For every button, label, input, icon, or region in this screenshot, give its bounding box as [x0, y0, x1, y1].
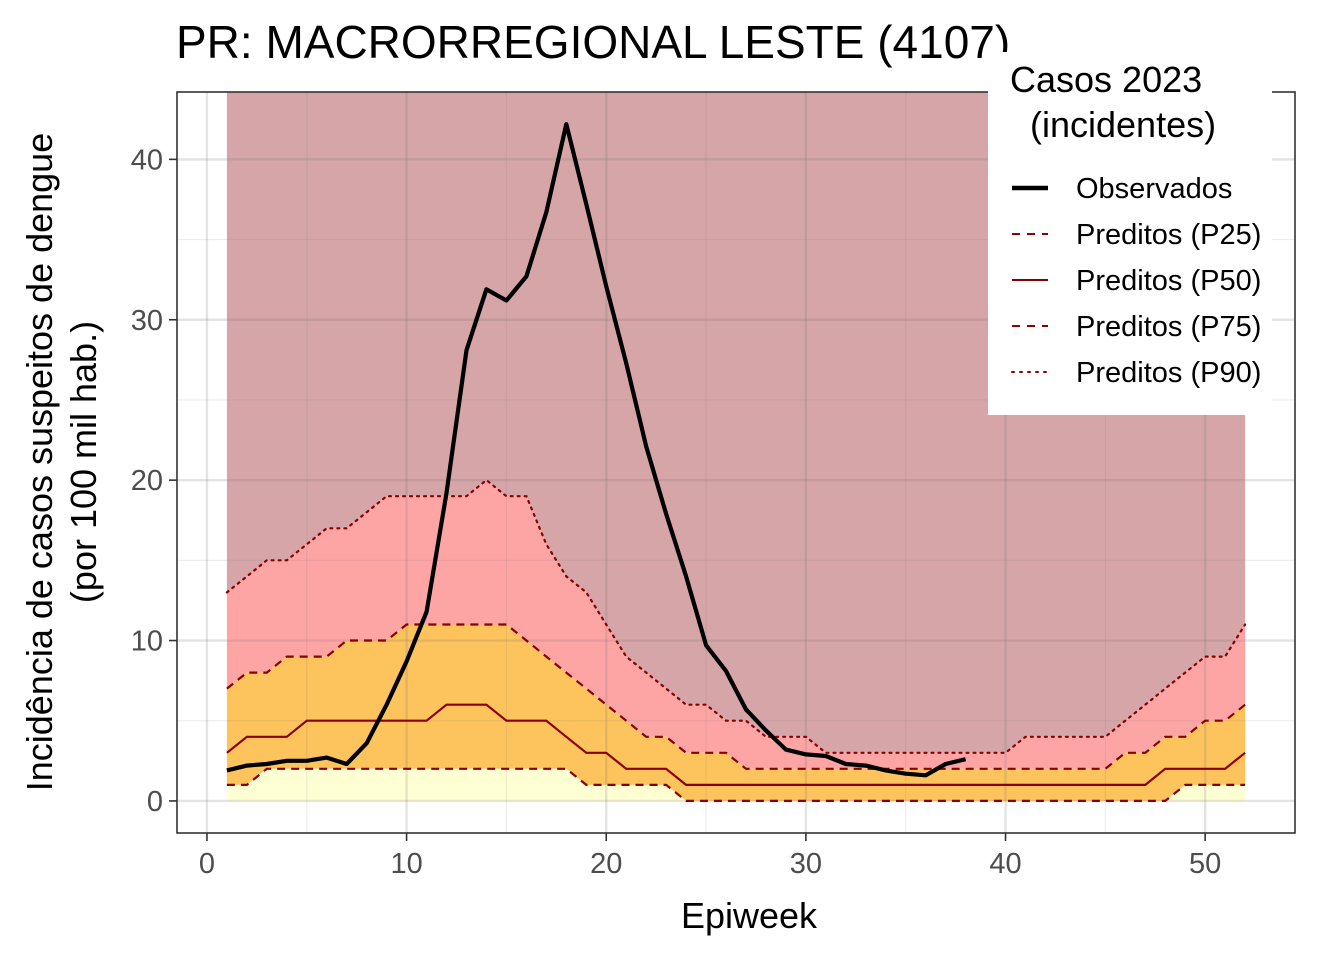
x-tick-label: 20: [590, 848, 622, 880]
series-lines: [225, 121, 1247, 803]
y-axis-title-line1: Incidência de casos suspeitos de dengue: [19, 133, 60, 791]
legend-label: Preditos (P90): [1076, 357, 1261, 389]
y-tick-label: 10: [131, 626, 163, 658]
legend: Casos 2023 (incidentes) Observados Predit…: [988, 52, 1272, 415]
panel-border: [176, 91, 1296, 834]
x-tick-label: 40: [989, 848, 1021, 880]
series-line-p90: [225, 478, 1247, 754]
series-line-p25: [226, 767, 1246, 803]
y-axis-ticks: 0 10 20 30 40: [131, 144, 177, 818]
x-tick-label: 50: [1189, 848, 1221, 880]
x-axis-ticks: 0 10 20 30 40 50: [199, 833, 1221, 880]
legend-label: Preditos (P50): [1076, 265, 1261, 297]
y-tick-label: 30: [131, 305, 163, 337]
x-tick-label: 30: [790, 848, 822, 880]
y-axis-title-line2: (por 100 mil hab.): [63, 321, 104, 603]
x-tick-label: 10: [390, 848, 422, 880]
legend-label: Observados: [1076, 173, 1232, 205]
series-line-p75: [226, 623, 1246, 770]
chart-title: PR: MACRORREGIONAL LESTE (4107): [176, 16, 1010, 68]
band-below-p25: [226, 768, 1246, 801]
series-line-observed: [226, 121, 967, 778]
legend-entries: Observados Preditos (P25) Preditos (P50) Pr…: [1011, 173, 1261, 389]
legend-title-line2: (incidentes): [1030, 104, 1216, 145]
x-axis-title: Epiweek: [681, 895, 818, 936]
y-tick-label: 20: [131, 465, 163, 497]
y-tick-label: 40: [131, 144, 163, 176]
legend-title-line1: Casos 2023: [1010, 59, 1202, 100]
legend-label: Preditos (P25): [1076, 219, 1261, 251]
y-tick-label: 0: [147, 786, 163, 818]
series-line-p50: [226, 703, 1246, 787]
band-p75-p90: [226, 480, 1246, 769]
panel-frame: [176, 91, 1296, 834]
y-axis-title: Incidência de casos suspeitos de dengue …: [19, 133, 104, 791]
legend-background: [988, 52, 1272, 415]
x-tick-label: 0: [199, 848, 215, 880]
band-p25-p75: [226, 624, 1246, 801]
legend-label: Preditos (P75): [1076, 311, 1261, 343]
